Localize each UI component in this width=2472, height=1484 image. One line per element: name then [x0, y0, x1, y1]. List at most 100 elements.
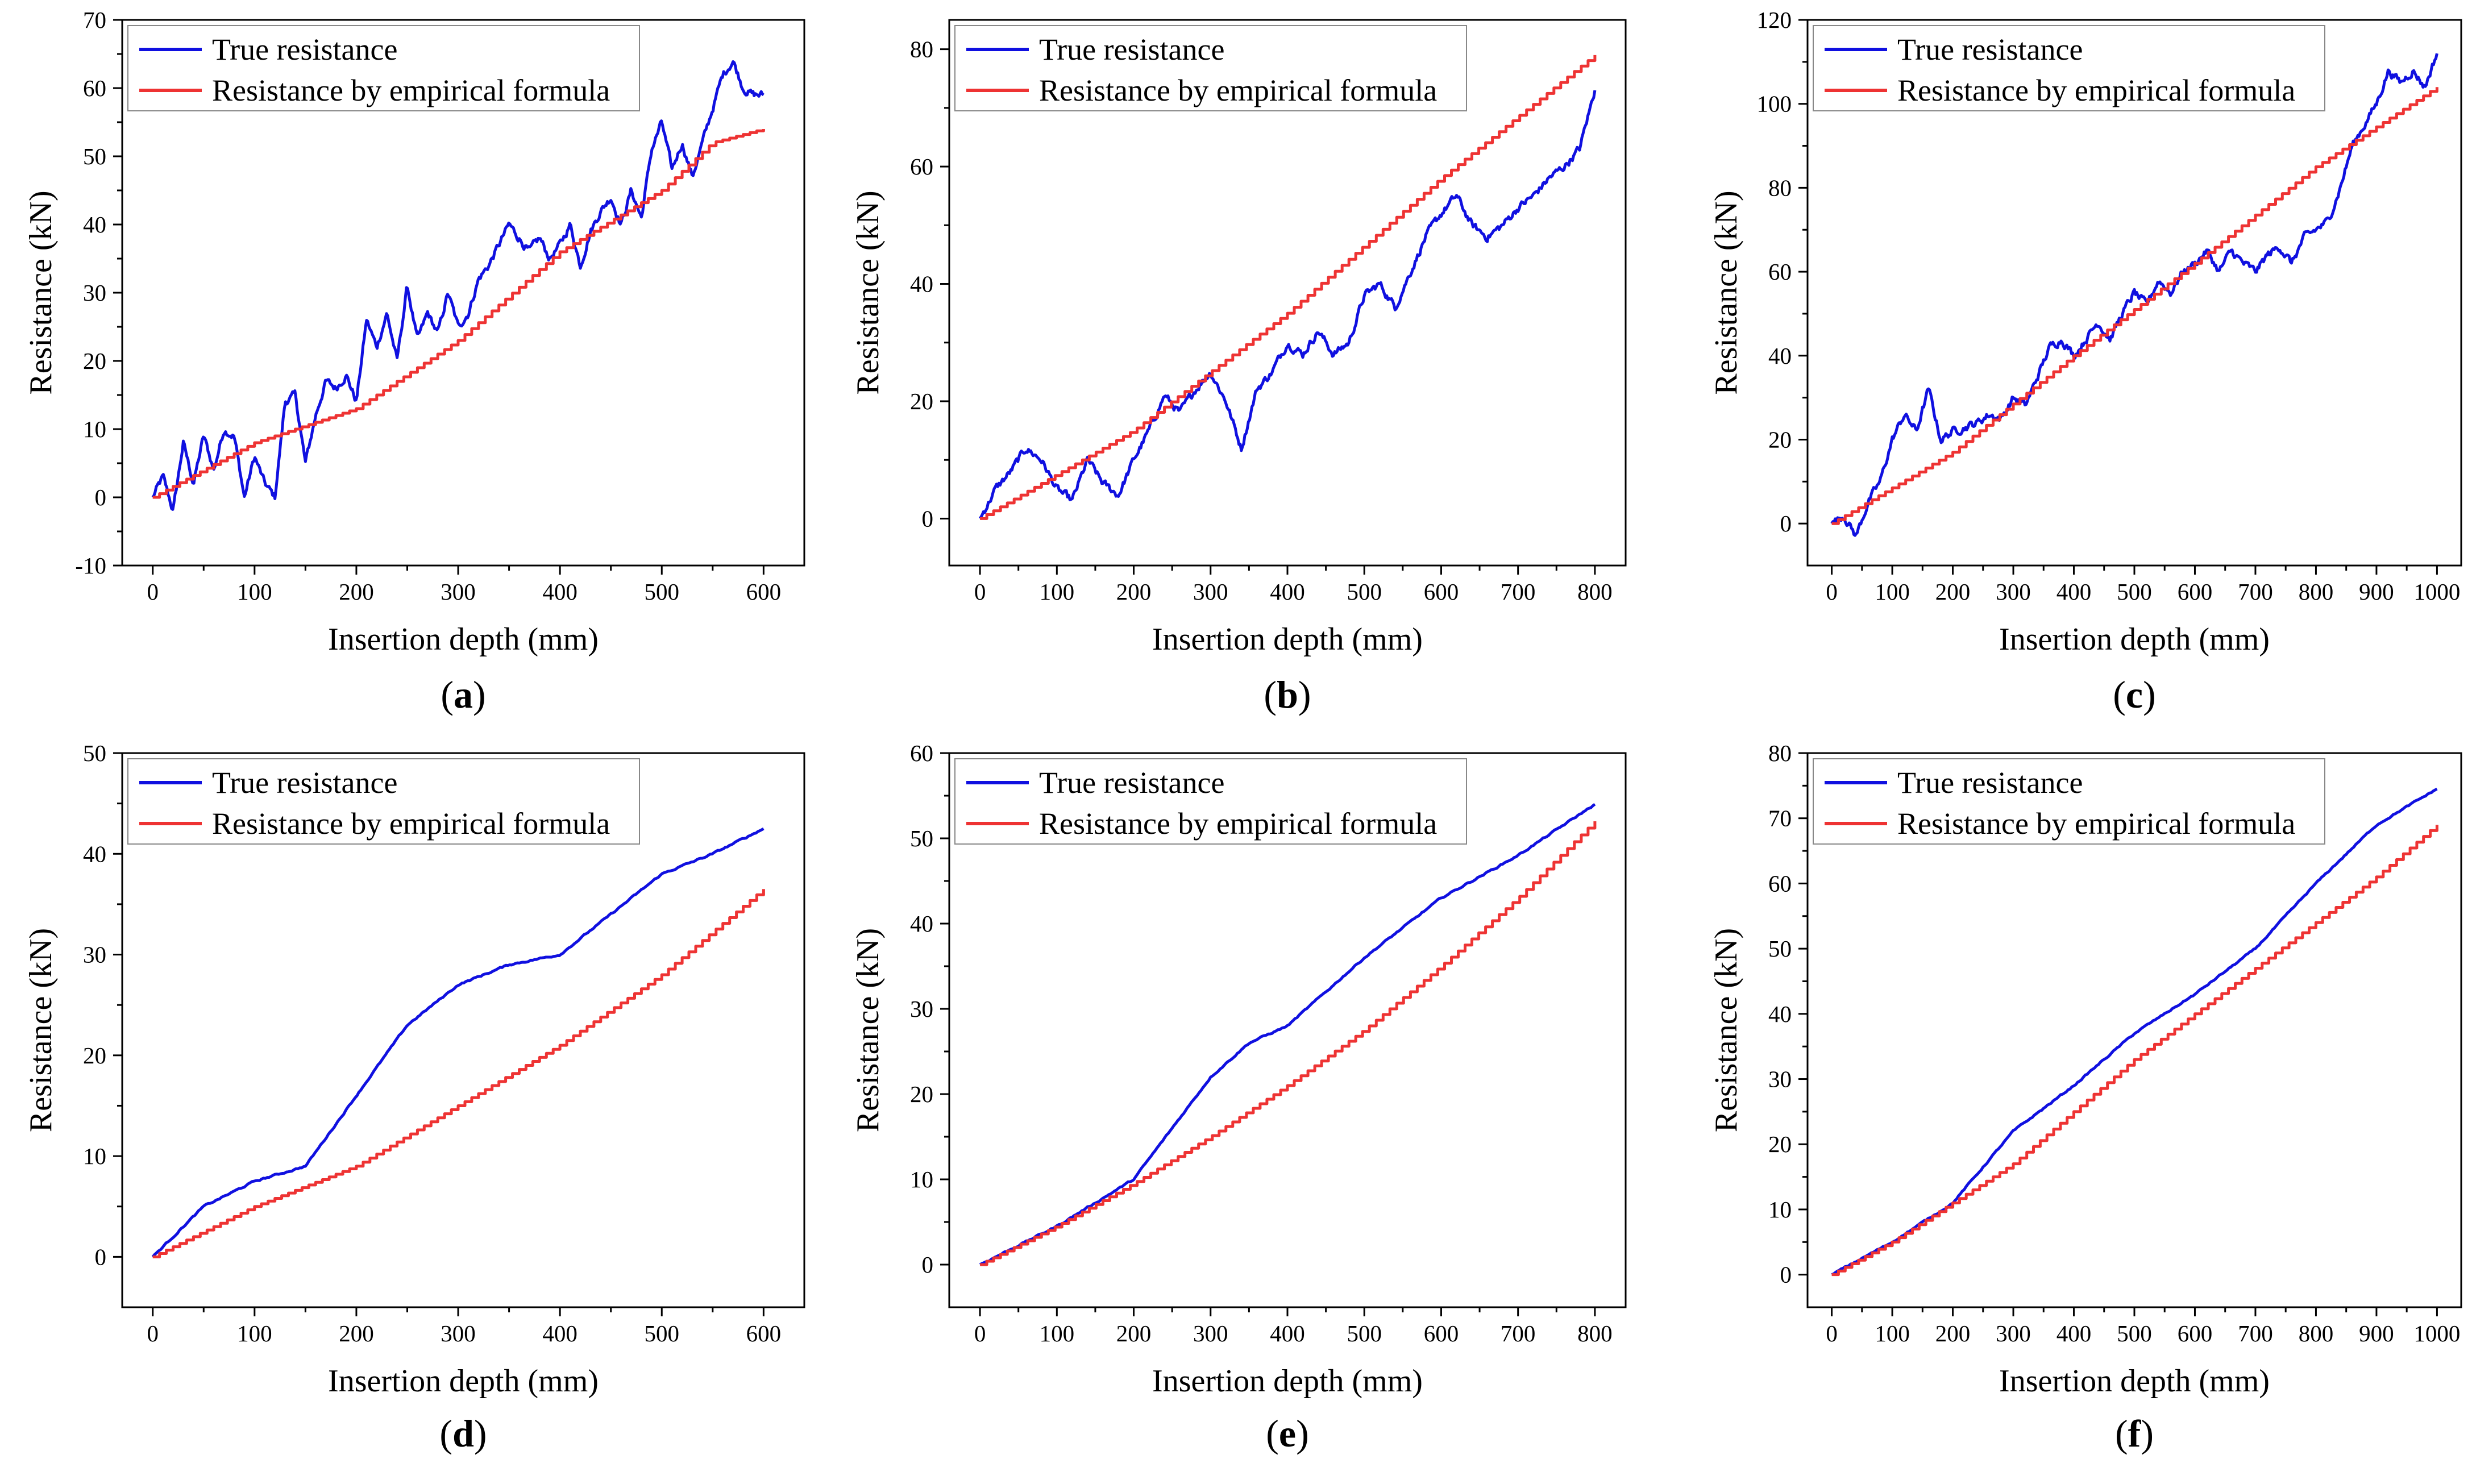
y-tick-label-f-8: 80	[1768, 740, 1792, 766]
true-resistance-line-c	[1830, 53, 2438, 537]
x-tick-label-b-6: 600	[1424, 579, 1459, 605]
y-tick-label-f-2: 20	[1768, 1131, 1792, 1157]
y-tick-label-c-0: 0	[1780, 510, 1792, 537]
y-tick-label-d-5: 50	[83, 740, 106, 766]
y-tick-label-e-1: 10	[910, 1166, 933, 1192]
y-tick-label-c-2: 40	[1768, 343, 1792, 369]
legend-d: True resistance Resistance by empirical f…	[127, 758, 640, 845]
legend-label-b-0: True resistance	[1039, 32, 1224, 66]
true-resistance-line-f	[1831, 787, 2438, 1276]
legend-label-d-1: Resistance by empirical formula	[212, 807, 610, 841]
x-tick-label-f-0: 0	[1826, 1320, 1838, 1346]
x-tick-label-e-0: 0	[974, 1320, 986, 1346]
x-tick-label-f-1: 100	[1875, 1320, 1910, 1346]
empirical-formula-line-e	[980, 821, 1597, 1266]
legend-label-f-1: Resistance by empirical formula	[1897, 807, 2295, 841]
y-axis-title-d: Resistance (kN)	[23, 928, 59, 1132]
y-axis-title-b: Resistance (kN)	[850, 190, 886, 394]
x-tick-label-d-5: 500	[645, 1320, 680, 1346]
x-tick-label-f-5: 500	[2117, 1320, 2152, 1346]
y-tick-label-b-3: 60	[910, 153, 933, 180]
y-tick-label-e-6: 60	[910, 740, 933, 766]
panel-caption-c: (c)	[2113, 673, 2156, 716]
y-tick-label-d-1: 10	[83, 1143, 106, 1169]
y-tick-label-a-4: 30	[83, 280, 106, 306]
y-tick-label-e-3: 30	[910, 996, 933, 1022]
x-tick-label-e-5: 500	[1347, 1320, 1382, 1346]
panel-caption-f: (f)	[2115, 1412, 2154, 1455]
empirical-formula-line-f	[1831, 825, 2438, 1277]
y-tick-label-a-1: 0	[95, 484, 107, 510]
chart-panel-a: 0 100 200 300 400 500 600 -10 0 10 20 30 40 50 60 70 Ins…	[23, 7, 805, 716]
y-tick-label-c-4: 80	[1768, 174, 1792, 201]
legend-box-c	[1813, 25, 2325, 111]
x-tick-label-a-0: 0	[147, 579, 159, 605]
x-tick-label-b-4: 400	[1270, 579, 1305, 605]
x-tick-label-c-9: 900	[2359, 579, 2394, 605]
empirical-formula-line-c	[1831, 87, 2438, 525]
x-tick-label-f-9: 900	[2359, 1320, 2394, 1346]
y-tick-label-d-2: 20	[83, 1042, 106, 1069]
chart-panel-c: 0 100 200 300 400 500 600 700 800 900 1000 0 20 40 60 8…	[1709, 7, 2462, 716]
chart-panel-d: 0 100 200 300 400 500 600 0 10 20 30 40 50 Insertion …	[23, 740, 805, 1455]
x-tick-label-f-8: 800	[2299, 1320, 2334, 1346]
x-tick-label-e-4: 400	[1270, 1320, 1305, 1346]
chart-panel-f: 0 100 200 300 400 500 600 700 800 900 1000 0 10 20 30 4…	[1709, 740, 2462, 1455]
legend-label-e-1: Resistance by empirical formula	[1039, 807, 1437, 841]
y-tick-label-a-5: 40	[83, 211, 106, 238]
legend-box-b	[954, 25, 1467, 111]
x-tick-label-e-6: 600	[1424, 1320, 1459, 1346]
legend-b: True resistance Resistance by empirical f…	[954, 25, 1467, 111]
legend-label-e-0: True resistance	[1039, 766, 1224, 800]
y-tick-label-f-3: 30	[1768, 1066, 1792, 1092]
x-tick-label-e-8: 800	[1577, 1320, 1613, 1346]
y-tick-label-f-5: 50	[1768, 936, 1792, 962]
y-tick-label-e-5: 50	[910, 825, 933, 851]
panel-caption-e: (e)	[1266, 1412, 1309, 1455]
legend-box-d	[127, 758, 640, 845]
y-tick-label-f-0: 0	[1780, 1262, 1792, 1288]
y-tick-label-d-0: 0	[95, 1244, 107, 1270]
x-tick-label-b-0: 0	[974, 579, 986, 605]
x-axis-title-d: Insertion depth (mm)	[328, 1364, 599, 1399]
legend-label-b-1: Resistance by empirical formula	[1039, 73, 1437, 107]
y-tick-label-f-6: 60	[1768, 870, 1792, 896]
x-tick-label-c-4: 400	[2056, 579, 2092, 605]
y-axis-title-a: Resistance (kN)	[23, 190, 59, 394]
empirical-formula-line-b	[980, 55, 1597, 520]
x-axis-title-c: Insertion depth (mm)	[1999, 622, 2270, 657]
true-resistance-line-d	[151, 827, 765, 1258]
plot-frame-d	[121, 752, 805, 1308]
y-tick-label-f-7: 70	[1768, 805, 1792, 832]
x-tick-label-e-3: 300	[1193, 1320, 1228, 1346]
y-tick-label-a-2: 10	[83, 416, 106, 442]
panel-caption-b: (b)	[1264, 673, 1311, 716]
legend-box-e	[954, 758, 1467, 845]
x-tick-label-a-4: 400	[542, 579, 578, 605]
x-tick-label-f-4: 400	[2056, 1320, 2092, 1346]
legend-label-c-0: True resistance	[1897, 32, 2083, 66]
x-tick-label-a-5: 500	[645, 579, 680, 605]
y-tick-label-d-3: 30	[83, 942, 106, 968]
x-tick-label-e-1: 100	[1040, 1320, 1075, 1346]
x-tick-label-a-3: 300	[441, 579, 476, 605]
x-tick-label-b-2: 200	[1116, 579, 1152, 605]
x-tick-label-a-6: 600	[746, 579, 782, 605]
x-tick-label-a-2: 200	[339, 579, 374, 605]
x-tick-label-f-7: 700	[2238, 1320, 2273, 1346]
x-tick-label-f-2: 200	[1935, 1320, 1971, 1346]
x-tick-label-c-1: 100	[1875, 579, 1910, 605]
x-tick-label-b-5: 500	[1347, 579, 1382, 605]
x-tick-label-d-6: 600	[746, 1320, 782, 1346]
legend-label-a-1: Resistance by empirical formula	[212, 73, 610, 107]
x-tick-label-c-5: 500	[2117, 579, 2152, 605]
x-tick-label-f-3: 300	[1996, 1320, 2031, 1346]
y-tick-label-e-2: 20	[910, 1081, 933, 1107]
x-axis-title-f: Insertion depth (mm)	[1999, 1364, 2270, 1399]
x-tick-label-d-1: 100	[237, 1320, 272, 1346]
legend-box-f	[1813, 758, 2325, 845]
legend-f: True resistance Resistance by empirical f…	[1813, 758, 2325, 845]
x-tick-label-a-1: 100	[237, 579, 272, 605]
legend-e: True resistance Resistance by empirical f…	[954, 758, 1467, 845]
